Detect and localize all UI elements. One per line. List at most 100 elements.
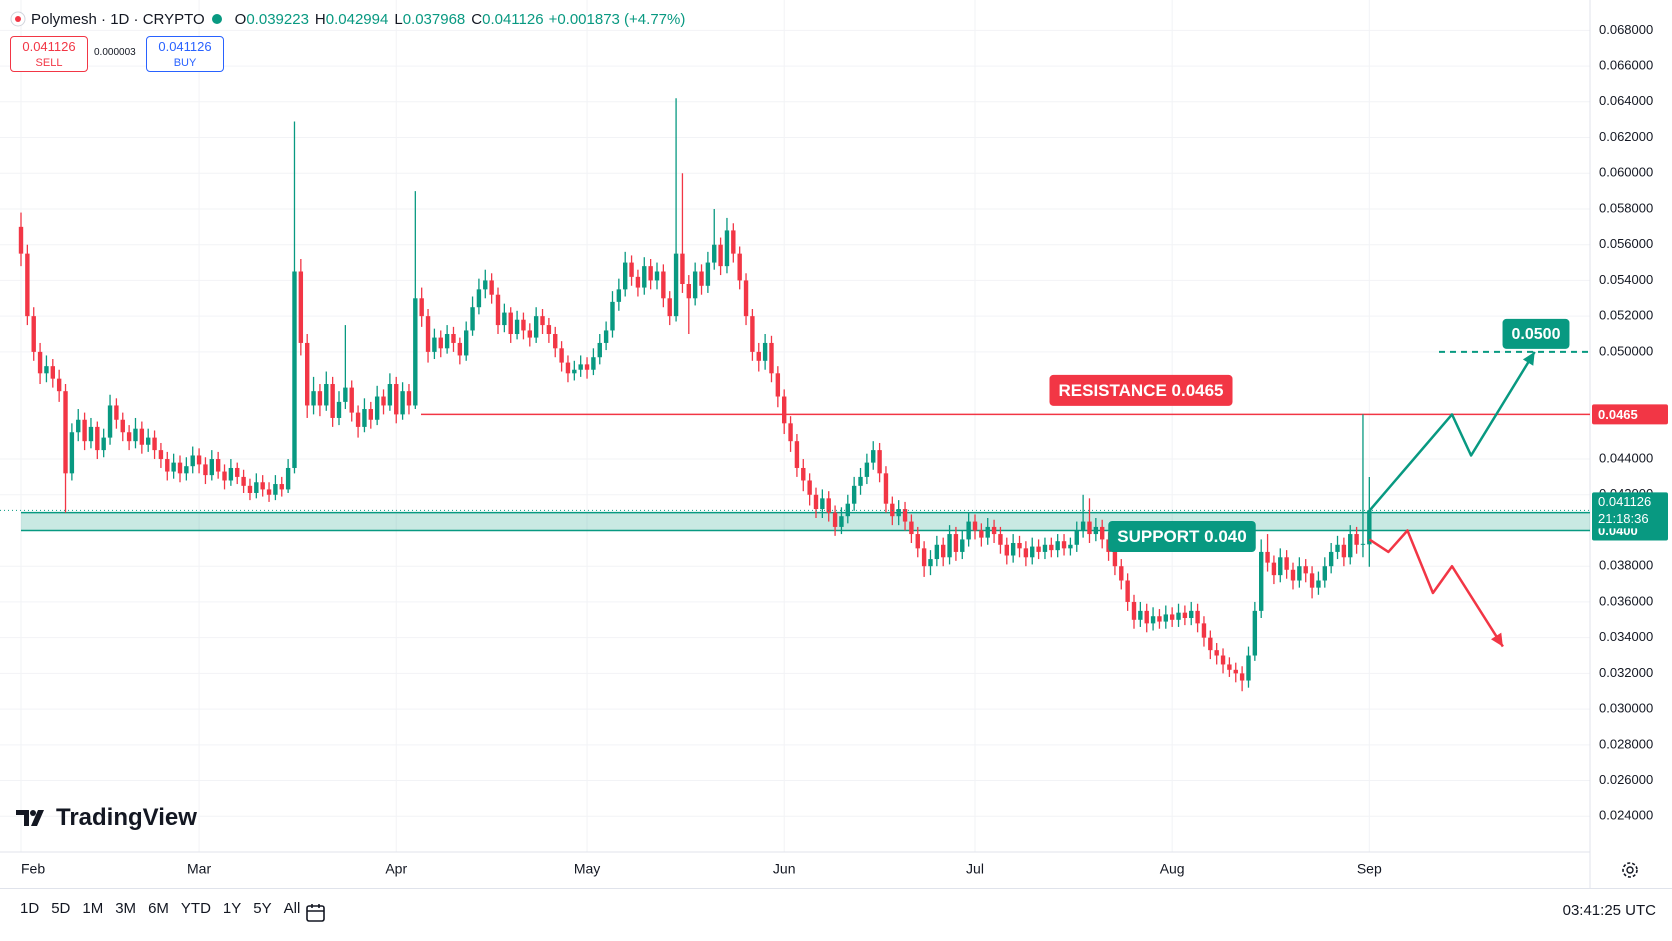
candle-body — [464, 330, 469, 356]
range-button[interactable]: 1M — [82, 900, 104, 917]
candle-body — [50, 366, 55, 379]
gear-hub — [1626, 866, 1634, 874]
candle-body — [1195, 610, 1200, 624]
brand: TradingView — [16, 804, 197, 832]
date-range-icon[interactable] — [304, 901, 328, 925]
candle-body — [381, 396, 386, 406]
candle-body — [686, 284, 691, 299]
candle-body — [1335, 544, 1340, 552]
candle-body — [1100, 526, 1105, 540]
candle-body — [483, 280, 488, 290]
candle-body — [317, 391, 323, 406]
y-tick-label: 0.056000 — [1599, 236, 1653, 251]
candle-body — [177, 462, 183, 474]
candle-body — [222, 471, 227, 481]
range-button[interactable]: 5D — [51, 900, 71, 917]
candle-body — [712, 244, 717, 263]
candle-body — [76, 419, 81, 433]
candle-body — [673, 253, 679, 317]
candle-body — [692, 271, 698, 299]
range-button[interactable]: YTD — [180, 900, 211, 917]
candle-body — [254, 482, 259, 493]
candle-body — [355, 412, 361, 427]
candle-body — [813, 494, 819, 510]
candle-body — [832, 512, 838, 527]
ohlc-value: 0.041126 — [482, 10, 544, 28]
candle-body — [527, 330, 532, 338]
range-button[interactable]: 3M — [115, 900, 137, 917]
candle-body — [1227, 664, 1232, 670]
candle-body — [1239, 673, 1245, 681]
range-button[interactable]: 1D — [20, 900, 40, 917]
clock: 03:41:25 UTC — [1562, 902, 1656, 919]
projection-path — [1368, 529, 1504, 648]
range-button[interactable]: All — [283, 900, 301, 917]
candle-body — [941, 544, 946, 558]
candle-body — [476, 289, 482, 308]
candle-body — [152, 437, 157, 451]
candle-body — [788, 423, 793, 442]
projection-arrowhead — [1490, 632, 1503, 647]
resistance-label: RESISTANCE 0.0465 — [1049, 374, 1233, 406]
y-tick-label: 0.032000 — [1599, 665, 1653, 680]
range-button[interactable]: 1Y — [222, 900, 242, 917]
y-tick-label: 0.058000 — [1599, 200, 1653, 215]
candle-body — [215, 459, 221, 472]
candle-body — [25, 253, 30, 317]
resistance-label-bg — [1049, 374, 1233, 406]
candle-body — [457, 342, 463, 356]
candle-body — [1220, 655, 1226, 665]
ohlc: O 0.039223 H 0.042994 L 0.037968 C 0.041126 — [229, 11, 544, 28]
candle-body — [737, 253, 742, 281]
candle-body — [305, 342, 310, 406]
candle-body — [196, 455, 202, 465]
candle-body — [979, 530, 984, 538]
buy-price: 0.041126 — [158, 39, 212, 54]
candle-body — [82, 419, 87, 442]
settings-icon[interactable] — [1622, 862, 1638, 878]
candle-body — [921, 548, 927, 567]
candle-body — [425, 316, 431, 352]
candle-body — [1354, 534, 1359, 545]
candle-body — [298, 271, 304, 343]
symbol[interactable]: Polymesh · 1D · CRYPTO — [31, 10, 205, 28]
candle-body — [960, 539, 965, 552]
candle-body — [1131, 601, 1137, 620]
candle-body — [120, 419, 125, 433]
support-label-bg — [1108, 520, 1256, 552]
y-tick-label: 0.024000 — [1599, 808, 1653, 823]
candle-body — [1208, 637, 1213, 651]
candle-body — [266, 489, 272, 495]
candle-body — [56, 378, 62, 392]
candle-body — [88, 426, 94, 442]
candle-body — [540, 316, 545, 326]
candle-body — [285, 467, 291, 490]
buy-button[interactable]: 0.041126 BUY — [146, 36, 224, 72]
candle-body — [190, 455, 195, 467]
y-tick-label: 0.052000 — [1599, 308, 1653, 323]
candle-body — [1201, 623, 1207, 638]
candle-body — [158, 450, 164, 460]
resistance-tag: 0.0465 — [1598, 407, 1638, 422]
candle-body — [578, 364, 583, 370]
candle-body — [292, 271, 297, 468]
sell-button[interactable]: 0.041126 SELL — [10, 36, 88, 72]
candle-body — [915, 534, 920, 549]
range-button[interactable]: 6M — [148, 900, 169, 917]
candle-body — [1341, 544, 1347, 558]
candle-body — [368, 409, 373, 420]
range-button[interactable]: 5Y — [253, 900, 272, 917]
candle-body — [1023, 548, 1029, 558]
candle-body — [330, 384, 335, 418]
candle-body — [1074, 530, 1079, 545]
candle-body — [1049, 544, 1054, 551]
sell-price: 0.041126 — [22, 39, 76, 54]
candle-body — [718, 244, 723, 267]
candle-body — [623, 262, 628, 290]
x-tick-label: Jun — [773, 861, 796, 877]
candle-body — [1360, 543, 1366, 545]
candle-body — [1259, 551, 1264, 611]
candle-body — [1297, 566, 1302, 581]
candle-body — [1265, 551, 1270, 563]
candle-body — [349, 387, 354, 413]
